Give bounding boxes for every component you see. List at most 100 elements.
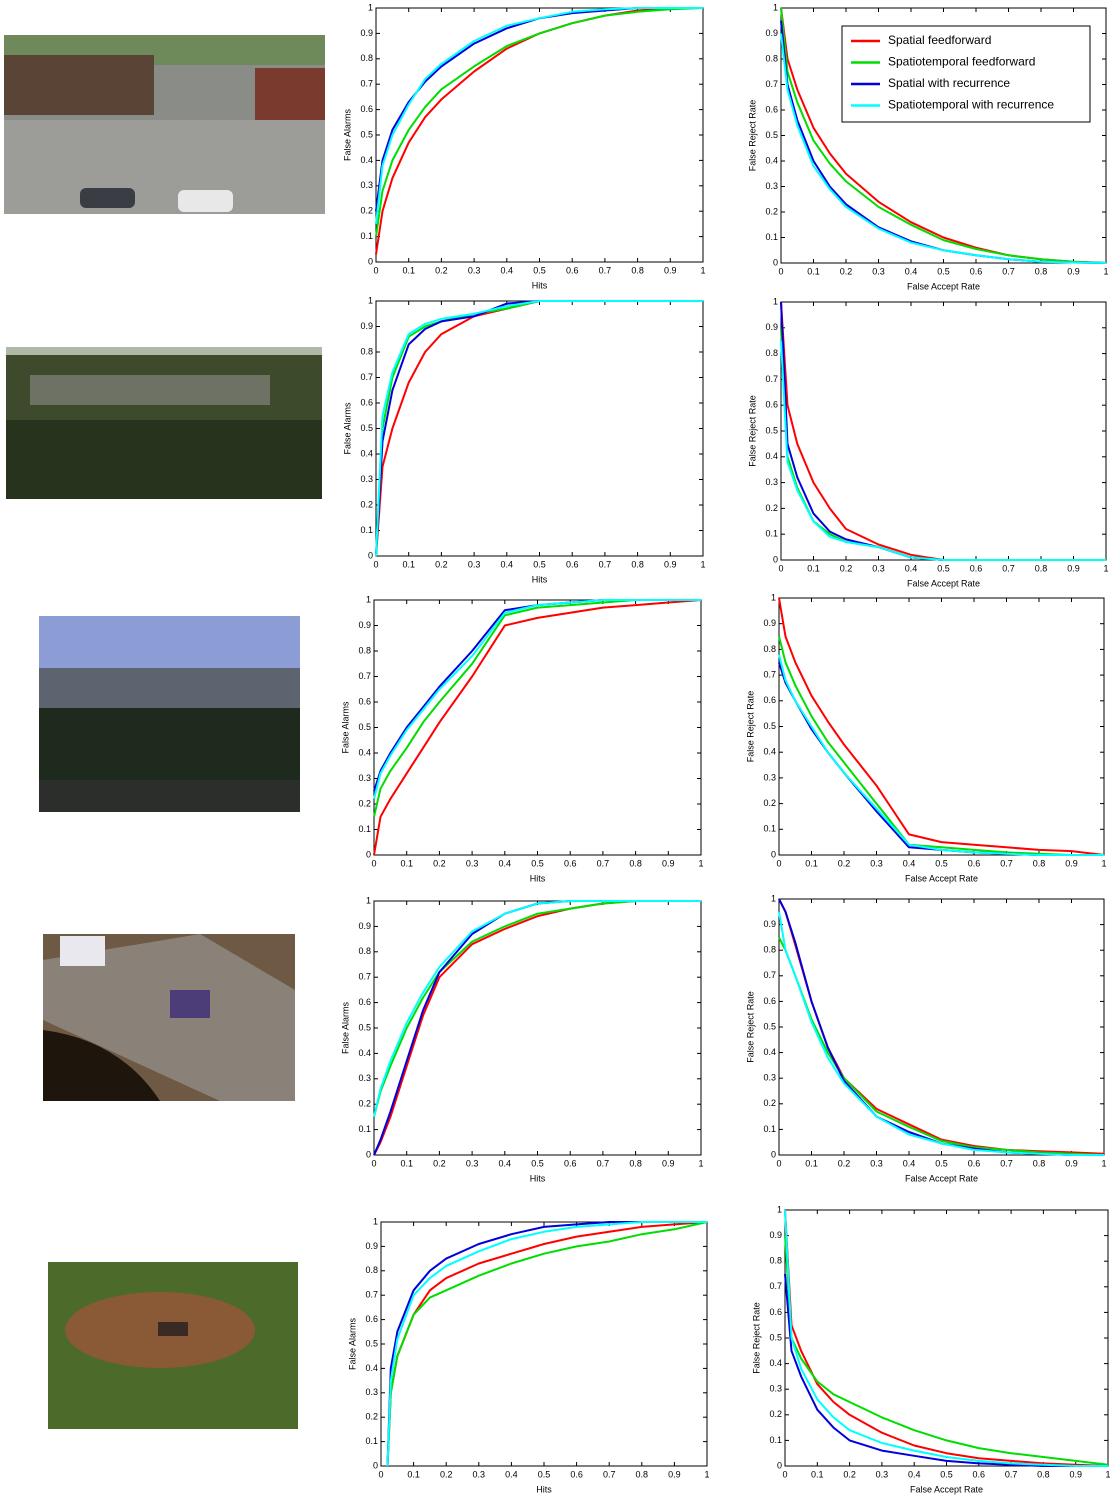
plot-area [780, 301, 1107, 561]
legend-label: Spatiotemporal feedforward [888, 55, 1035, 69]
x-tick-label: 0.2 [838, 1158, 851, 1168]
x-tick-label: 0 [776, 1158, 781, 1168]
y-tick-label: 0.8 [765, 53, 778, 63]
x-tick-label: 0.7 [597, 1158, 610, 1168]
line-series [784, 1235, 1109, 1466]
y-tick-label: 0.9 [365, 1241, 378, 1251]
x-tick-label: 0.6 [564, 1158, 577, 1168]
y-tick-label: 1 [771, 893, 776, 903]
x-tick-label: 0.2 [840, 266, 853, 276]
x-tick-label: 0.3 [876, 1469, 889, 1479]
x-tick-label: 0 [378, 1469, 383, 1479]
legend-label: Spatial feedforward [888, 33, 991, 47]
y-tick-label: 0.5 [765, 130, 778, 140]
x-tick-label: 0.2 [435, 559, 448, 569]
x-tick-label: 1 [700, 265, 705, 275]
x-tick-label: 0.4 [905, 266, 918, 276]
x-tick-label: 0.5 [935, 1158, 948, 1168]
y-tick-label: 0.4 [365, 1363, 378, 1373]
x-axis-label: False Accept Rate [907, 578, 980, 588]
x-tick-label: 0.7 [1000, 858, 1013, 868]
legend-label: Spatial with recurrence [888, 76, 1010, 90]
y-tick-label: 0.2 [765, 206, 778, 216]
chart: 0 0.1 0.2 0.3 0.4 0.5 0.6 0.7 0.8 0.9 1 0 0.1 0.2 0.3 0… [747, 2, 1108, 291]
line-series [373, 599, 702, 856]
x-tick-label: 0.1 [400, 1158, 413, 1168]
y-tick-label: 0.7 [763, 970, 776, 980]
x-tick-label: 0.8 [631, 559, 644, 569]
x-axis-label: Hits [532, 574, 548, 584]
y-tick-label: 0.9 [765, 28, 778, 38]
plot-area [375, 300, 704, 557]
x-tick-label: 0.8 [629, 858, 642, 868]
y-tick-label: 0.8 [360, 346, 373, 356]
x-tick-label: 0.1 [805, 1158, 818, 1168]
y-axis-label: False Alarms [342, 402, 352, 455]
y-tick-label: 0.4 [360, 155, 373, 165]
x-tick-label: 0.8 [1035, 563, 1048, 573]
y-tick-label: 0.6 [360, 397, 373, 407]
y-tick-label: 0.4 [765, 451, 778, 461]
legend-box [841, 25, 1091, 123]
legend-label: Spatiotemporal with recurrence [888, 98, 1054, 112]
x-tick-label: 0.7 [1005, 1469, 1018, 1479]
x-tick-label: 0.5 [937, 266, 950, 276]
y-tick-label: 0.3 [763, 772, 776, 782]
y-tick-label: 0.8 [360, 53, 373, 63]
y-tick-label: 0.1 [365, 1436, 378, 1446]
line-series [784, 1273, 1108, 1467]
y-tick-label: 0.4 [358, 747, 371, 757]
y-tick-label: 1 [368, 295, 373, 305]
line-series [784, 1209, 1109, 1467]
y-tick-label: 0.9 [360, 28, 373, 38]
chart: 0 0.1 0.2 0.3 0.4 0.5 0.6 0.7 0.8 0.9 1 0 0.1 0.2 0.3 0… [747, 296, 1108, 588]
y-tick-label: 0.7 [358, 671, 371, 681]
plot-area [375, 7, 704, 263]
y-tick-label: 0.8 [763, 644, 776, 654]
x-tick-label: 0.3 [870, 858, 883, 868]
x-tick-label: 0.3 [473, 1469, 486, 1479]
line-series [778, 654, 1104, 856]
y-tick-label: 0 [777, 1460, 782, 1470]
x-tick-label: 0.5 [533, 559, 546, 569]
y-tick-label: 0.6 [358, 997, 371, 1007]
line-series [375, 7, 703, 225]
x-tick-label: 1 [698, 858, 703, 868]
y-tick-label: 0.6 [358, 696, 371, 706]
x-axis-label: Hits [530, 1173, 546, 1183]
x-tick-label: 1 [1101, 858, 1106, 868]
x-tick-label: 0.5 [531, 1158, 544, 1168]
x-tick-label: 0.3 [468, 265, 481, 275]
x-tick-label: 0.2 [843, 1469, 856, 1479]
x-tick-label: 0.2 [433, 858, 446, 868]
x-tick-label: 0.3 [870, 1158, 883, 1168]
y-tick-label: 0.5 [360, 129, 373, 139]
x-tick-label: 0.2 [435, 265, 448, 275]
x-tick-label: 0.8 [1033, 1158, 1046, 1168]
x-tick-label: 0.7 [603, 1469, 616, 1479]
y-tick-label: 0.5 [358, 1022, 371, 1032]
plot-area [373, 599, 702, 856]
x-tick-label: 0.5 [533, 265, 546, 275]
y-tick-label: 0.1 [765, 232, 778, 242]
chart: 0 0.1 0.2 0.3 0.4 0.5 0.6 0.7 0.8 0.9 1 0 0.1 0.2 0.3 0… [342, 295, 705, 584]
x-tick-label: 0.9 [1065, 1158, 1078, 1168]
x-axis-label: Hits [530, 873, 546, 883]
x-tick-label: 0.2 [840, 563, 853, 573]
y-tick-label: 0.3 [365, 1387, 378, 1397]
y-tick-label: 0.2 [365, 1412, 378, 1422]
x-tick-label: 0.4 [499, 858, 512, 868]
y-tick-label: 0.3 [769, 1384, 782, 1394]
y-tick-label: 0.2 [769, 1409, 782, 1419]
y-tick-label: 1 [773, 2, 778, 12]
y-tick-label: 0.7 [360, 79, 373, 89]
y-tick-label: 0.4 [360, 448, 373, 458]
y-tick-label: 0 [366, 849, 371, 859]
y-tick-label: 0.3 [358, 773, 371, 783]
y-tick-label: 0 [771, 849, 776, 859]
y-tick-label: 0 [368, 256, 373, 266]
line-series [386, 1221, 707, 1467]
x-tick-label: 0.3 [872, 266, 885, 276]
line-series [386, 1221, 708, 1467]
y-tick-label: 0.6 [765, 400, 778, 410]
